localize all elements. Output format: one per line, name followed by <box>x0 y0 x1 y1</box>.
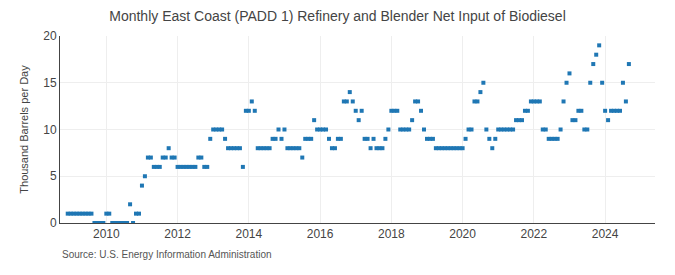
svg-text:2012: 2012 <box>164 227 191 241</box>
svg-text:2022: 2022 <box>521 227 548 241</box>
svg-text:15: 15 <box>43 76 57 90</box>
svg-text:2016: 2016 <box>307 227 334 241</box>
svg-text:Monthly East Coast (PADD 1) Re: Monthly East Coast (PADD 1) Refinery and… <box>109 8 566 24</box>
svg-text:2020: 2020 <box>449 227 476 241</box>
svg-text:20: 20 <box>43 29 57 43</box>
svg-text:Thousand Barrels per Day: Thousand Barrels per Day <box>18 65 30 194</box>
svg-text:Source: U.S. Energy Informatio: Source: U.S. Energy Information Administ… <box>62 249 272 260</box>
svg-text:5: 5 <box>50 169 57 183</box>
svg-text:2024: 2024 <box>592 227 619 241</box>
svg-text:2018: 2018 <box>378 227 405 241</box>
svg-text:2010: 2010 <box>93 227 120 241</box>
svg-text:0: 0 <box>50 216 57 230</box>
svg-text:10: 10 <box>43 123 57 137</box>
svg-text:2014: 2014 <box>235 227 262 241</box>
